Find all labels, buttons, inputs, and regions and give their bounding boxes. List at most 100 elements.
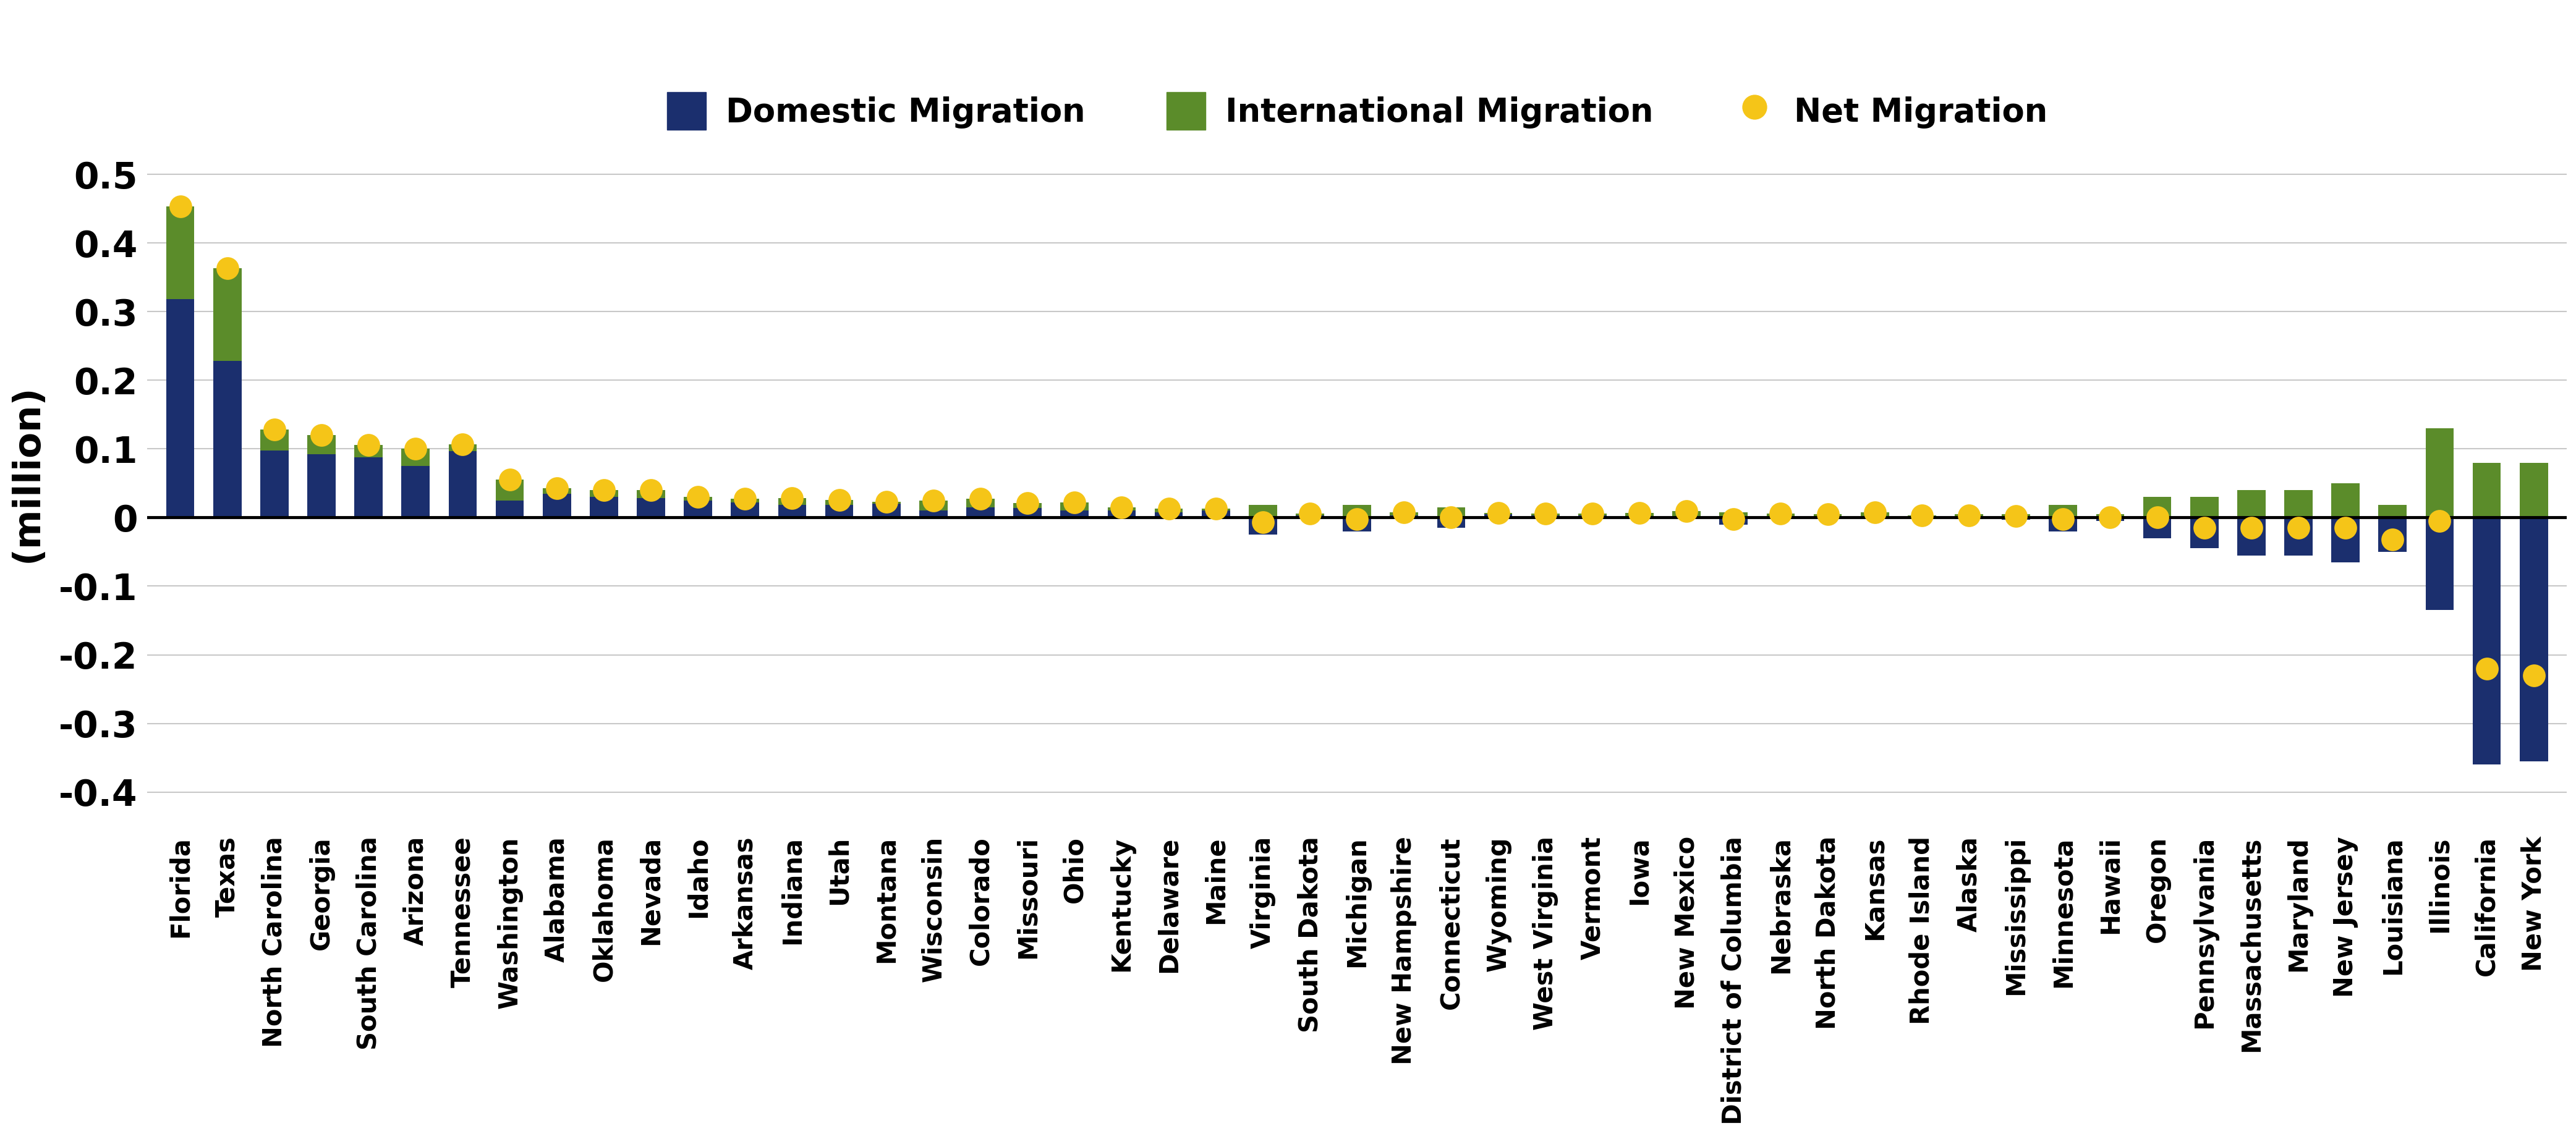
Point [2184,518,2226,536]
Bar [307,435,335,455]
Bar [2285,490,2313,517]
Bar [683,500,711,517]
Bar [214,269,242,361]
Bar [2331,517,2360,562]
Point [1291,505,1332,523]
Bar [2048,517,2076,531]
Bar [1296,516,1324,517]
Legend: Domestic Migration, International Migration, Net Migration: Domestic Migration, International Migrat… [654,79,2061,143]
Bar [448,451,477,517]
Bar [2236,517,2264,556]
Point [160,197,201,215]
Point [773,489,814,507]
Point [2089,508,2130,526]
Bar [1860,513,1888,517]
Point [2136,508,2177,526]
Bar [165,206,193,299]
Bar [1391,516,1419,517]
Point [206,260,247,278]
Bar [165,299,193,517]
Bar [1200,509,1229,510]
Bar [1391,513,1419,516]
Bar [1579,516,1607,517]
Bar [636,490,665,498]
Bar [920,500,948,510]
Point [631,481,672,499]
Bar [1154,513,1182,517]
Bar [1108,507,1136,510]
Point [489,471,531,489]
Bar [1108,510,1136,517]
Point [1149,500,1190,518]
Point [394,440,435,458]
Bar [307,455,335,517]
Bar [1484,514,1512,517]
Bar [636,498,665,517]
Point [1855,503,1896,522]
Point [1479,503,1520,522]
Bar [402,466,430,517]
Point [1713,510,1754,528]
Point [2465,660,2506,678]
Point [2231,518,2272,536]
Bar [778,498,806,505]
Point [1242,514,1283,532]
Bar [2143,517,2172,539]
Bar [1530,516,1558,517]
Bar [2519,517,2548,761]
Bar [1342,505,1370,517]
Bar [2331,483,2360,517]
Bar [2473,463,2501,517]
Bar [2143,497,2172,517]
Point [1430,508,1471,526]
Bar [920,510,948,517]
Bar [214,361,242,517]
Point [348,435,389,454]
Bar [732,499,760,502]
Point [912,491,953,509]
Bar [1437,517,1466,527]
Point [1618,503,1659,522]
Bar [1955,514,1984,517]
Point [1667,502,1708,521]
Bar [590,497,618,517]
Bar [1625,513,1654,516]
Bar [495,480,523,500]
Bar [2002,514,2030,517]
Bar [2378,505,2406,517]
Point [582,481,623,499]
Bar [1296,514,1324,516]
Point [866,492,907,510]
Bar [2378,517,2406,552]
Point [1947,507,1989,525]
Bar [873,501,902,503]
Point [1383,503,1425,522]
Point [961,490,1002,508]
Point [1100,498,1141,516]
Bar [2236,490,2264,517]
Point [255,421,296,439]
Bar [1625,516,1654,517]
Y-axis label: (million): (million) [10,383,46,562]
Bar [1530,514,1558,516]
Point [1337,510,1378,528]
Bar [495,500,523,517]
Bar [1061,502,1090,510]
Bar [1484,513,1512,514]
Bar [1718,513,1747,517]
Bar [2473,517,2501,764]
Bar [1767,514,1795,517]
Bar [1814,516,1842,517]
Bar [402,449,430,466]
Bar [2427,517,2455,610]
Bar [1718,517,1747,524]
Bar [1342,517,1370,531]
Bar [2519,463,2548,517]
Bar [732,502,760,517]
Bar [2097,514,2125,517]
Bar [1579,514,1607,516]
Bar [1249,517,1278,535]
Bar [544,493,572,517]
Bar [778,505,806,517]
Point [301,426,343,445]
